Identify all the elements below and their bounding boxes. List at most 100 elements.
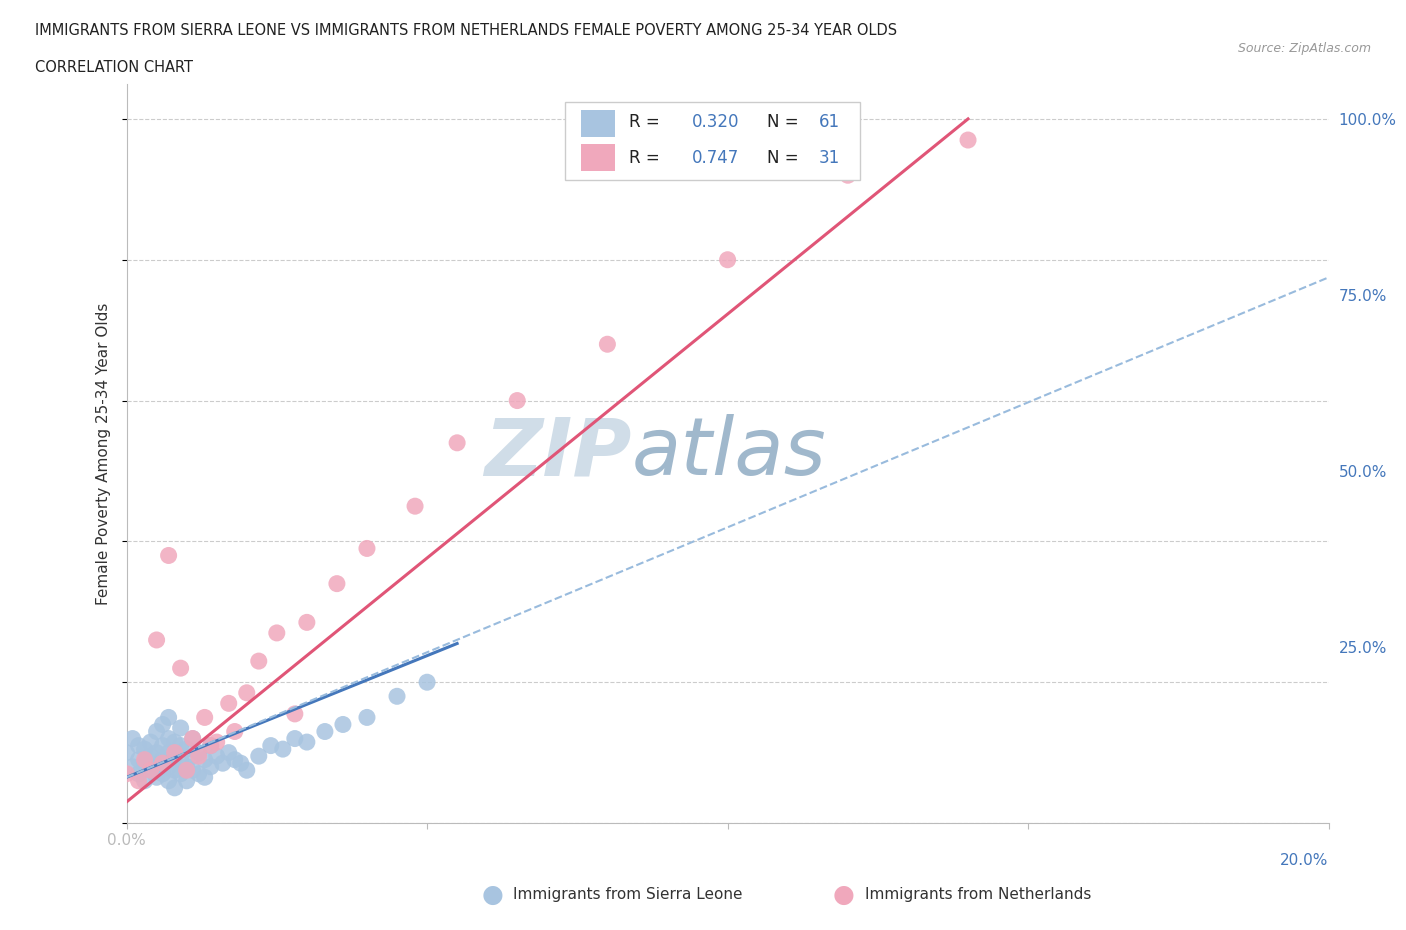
Point	[121, 759, 143, 774]
Point	[385, 689, 408, 704]
Point	[200, 738, 222, 753]
Text: R =: R =	[628, 113, 665, 131]
Point	[134, 774, 156, 789]
Point	[446, 435, 468, 450]
Point	[356, 710, 378, 724]
Point	[205, 749, 228, 764]
FancyBboxPatch shape	[581, 111, 614, 137]
Point	[229, 756, 252, 771]
Point	[187, 766, 209, 781]
Point	[169, 766, 191, 781]
Point	[134, 756, 156, 771]
Point	[284, 731, 307, 746]
Point	[128, 774, 150, 789]
Point	[194, 710, 217, 724]
Point	[176, 763, 198, 777]
Point	[139, 735, 162, 750]
Point	[200, 759, 222, 774]
Point	[211, 756, 233, 771]
Point	[145, 745, 167, 760]
Text: Immigrants from Sierra Leone: Immigrants from Sierra Leone	[513, 887, 742, 902]
Point	[157, 548, 180, 563]
Point	[152, 738, 174, 753]
Point	[416, 675, 439, 690]
Point	[247, 749, 270, 764]
Text: Immigrants from Netherlands: Immigrants from Netherlands	[865, 887, 1091, 902]
Text: 0.747: 0.747	[692, 149, 738, 166]
Point	[145, 770, 167, 785]
Text: Source: ZipAtlas.com: Source: ZipAtlas.com	[1237, 42, 1371, 55]
Point	[271, 742, 294, 757]
Point	[145, 632, 167, 647]
Point	[295, 735, 318, 750]
Point	[139, 763, 162, 777]
Point	[163, 745, 186, 760]
Point	[139, 749, 162, 764]
Text: 31: 31	[818, 149, 841, 166]
Point	[176, 774, 198, 789]
Point	[163, 735, 186, 750]
Point	[205, 735, 228, 750]
Point	[152, 756, 174, 771]
Point	[115, 766, 138, 781]
Point	[224, 752, 246, 767]
Text: 61: 61	[818, 113, 841, 131]
Point	[247, 654, 270, 669]
Point	[157, 745, 180, 760]
Point	[169, 721, 191, 736]
Point	[187, 749, 209, 764]
Point	[837, 167, 859, 182]
Point	[139, 763, 162, 777]
Point	[181, 731, 204, 746]
Point	[145, 724, 167, 739]
Point	[128, 766, 150, 781]
Point	[235, 763, 259, 777]
Point	[326, 577, 349, 591]
Point	[181, 731, 204, 746]
Text: R =: R =	[628, 149, 665, 166]
Point	[163, 763, 186, 777]
Point	[152, 766, 174, 781]
Point	[176, 759, 198, 774]
Text: ●: ●	[832, 883, 855, 907]
Point	[134, 752, 156, 767]
Text: N =: N =	[768, 113, 804, 131]
Text: atlas: atlas	[631, 415, 827, 492]
FancyBboxPatch shape	[581, 144, 614, 171]
Point	[194, 770, 217, 785]
Point	[266, 626, 288, 641]
Text: CORRELATION CHART: CORRELATION CHART	[35, 60, 193, 75]
Point	[295, 615, 318, 630]
Text: 20.0%: 20.0%	[1281, 853, 1329, 868]
Point	[596, 337, 619, 352]
Point	[128, 738, 150, 753]
FancyBboxPatch shape	[565, 102, 860, 179]
Point	[218, 696, 240, 711]
Point	[115, 745, 138, 760]
Point	[404, 498, 426, 513]
Point	[157, 774, 180, 789]
Point	[163, 749, 186, 764]
Point	[163, 780, 186, 795]
Point	[218, 745, 240, 760]
Point	[716, 252, 740, 267]
Point	[284, 707, 307, 722]
Point	[169, 660, 191, 675]
Point	[235, 685, 259, 700]
Point	[152, 752, 174, 767]
Point	[169, 752, 191, 767]
Point	[134, 742, 156, 757]
Text: ZIP: ZIP	[484, 415, 631, 492]
Text: IMMIGRANTS FROM SIERRA LEONE VS IMMIGRANTS FROM NETHERLANDS FEMALE POVERTY AMONG: IMMIGRANTS FROM SIERRA LEONE VS IMMIGRAN…	[35, 23, 897, 38]
Point	[200, 738, 222, 753]
Text: ●: ●	[481, 883, 503, 907]
Point	[224, 724, 246, 739]
Point	[181, 749, 204, 764]
Point	[187, 745, 209, 760]
Point	[152, 717, 174, 732]
Point	[176, 742, 198, 757]
Y-axis label: Female Poverty Among 25-34 Year Olds: Female Poverty Among 25-34 Year Olds	[96, 302, 111, 604]
Point	[260, 738, 283, 753]
Text: 0.320: 0.320	[692, 113, 740, 131]
Point	[194, 752, 217, 767]
